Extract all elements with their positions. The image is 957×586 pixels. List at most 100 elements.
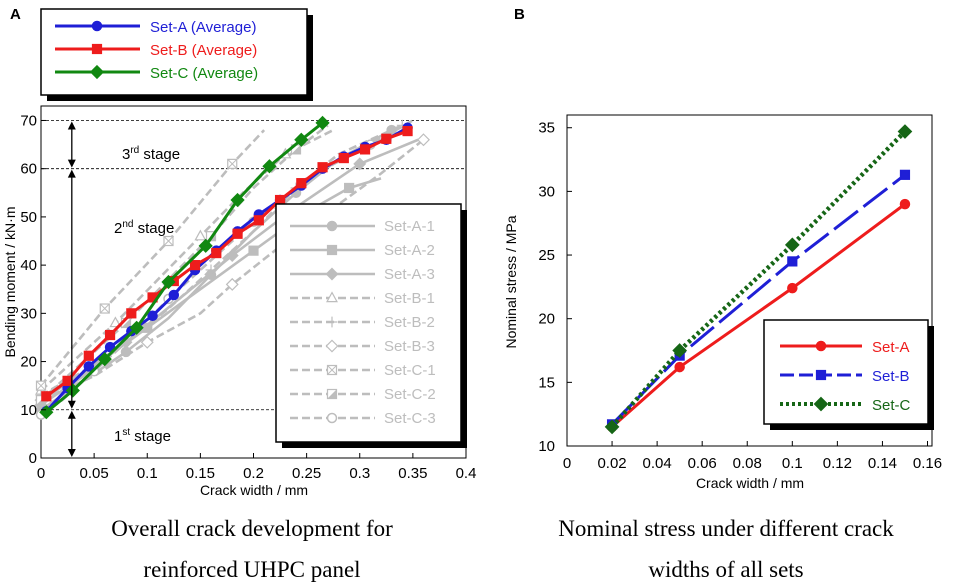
y-tick-label: 60 <box>20 161 37 178</box>
individual-legend-set-c-1: Set-C-1 <box>290 362 436 379</box>
point-set-c-average <box>230 192 245 208</box>
stage-1-label: 1st stage <box>114 427 171 445</box>
stage-1-arrow-head-top <box>67 410 76 419</box>
point-set-c-1-cross <box>163 236 174 246</box>
panel-a-x-axis-title: Crack width / mm <box>200 482 308 498</box>
caption-b-line1: Nominal stress under different crack <box>558 516 894 541</box>
x-tick-label: 0.14 <box>868 455 897 472</box>
point-set-c-average <box>294 132 309 147</box>
point-set-b-3 <box>225 277 239 291</box>
point-set-c-2-fill <box>121 318 131 328</box>
legend-marker <box>91 43 103 55</box>
stage-3-arrow-head-bottom <box>67 159 76 168</box>
legend-set-b: Set-B <box>780 368 910 385</box>
line-set-c-1 <box>39 129 266 387</box>
point-set-b-average <box>338 152 349 164</box>
caption-a-line2: reinforced UHPC panel <box>143 557 360 582</box>
x-tick-label: 0.02 <box>597 455 626 472</box>
point-set-b-average <box>41 391 52 402</box>
legend-label: Set-A-2 <box>384 242 435 259</box>
legend-marker <box>813 396 829 412</box>
point-set-b-average <box>274 194 286 206</box>
point-set-a-2 <box>248 245 259 256</box>
point-set-a-average <box>147 310 158 322</box>
stage-3-arrow-head-top <box>67 121 76 130</box>
panel-b-x-ticks: 0 0.02 0.04 0.06 0.08 0.1 0.12 0.14 0.16 <box>563 441 942 472</box>
y-tick-label: 10 <box>20 402 37 419</box>
point-set-c <box>604 419 620 435</box>
legend-set-c: Set-C <box>780 396 911 414</box>
point-set-a-average <box>168 289 180 301</box>
point-set-c <box>897 124 913 139</box>
x-tick-label: 0.35 <box>398 465 427 482</box>
x-tick-label: 0.4 <box>456 465 477 482</box>
point-set-b-3 <box>140 335 154 349</box>
caption-a-line1: Overall crack development for <box>111 516 393 541</box>
series-set-a <box>606 198 911 433</box>
point-set-a <box>787 282 798 294</box>
panel-a-chart: 0 0.05 0.1 0.15 0.2 0.25 0.3 0.35 0.4 0 10 20 30 40 5… <box>2 105 477 498</box>
panel-b-chart: 0 0.02 0.04 0.06 0.08 0.1 0.12 0.14 0.16 10 15 20 2… <box>503 114 942 491</box>
point-set-b-average <box>253 215 264 226</box>
legend-marker <box>815 340 827 352</box>
point-set-b-average <box>62 375 73 386</box>
stage-3-label: 3rd stage <box>122 145 180 163</box>
legend-label: Set-C <box>872 397 911 414</box>
point-set-b-average <box>189 260 201 271</box>
legend-marker-cross <box>327 365 337 375</box>
individual-legend-set-b-2: Set-B-2 <box>290 314 435 331</box>
y-tick-label: 15 <box>538 374 555 391</box>
point-set-a-2 <box>344 182 355 194</box>
point-set-a <box>899 198 911 210</box>
x-tick-label: 0.04 <box>643 455 672 472</box>
stage-2-label: 2nd stage <box>114 219 174 237</box>
legend-label: Set-C-3 <box>384 410 436 427</box>
series-set-c <box>604 124 913 435</box>
individual-legend-set-a-2: Set-A-2 <box>290 242 435 259</box>
stage-1-arrow-head-bottom <box>67 449 76 457</box>
series-set-c-average <box>39 115 330 420</box>
average-legend-set-a: Set-A (Average) <box>55 19 256 36</box>
legend-set-a: Set-A <box>780 339 910 356</box>
panel-b-letter: B <box>514 6 525 23</box>
legend-marker <box>89 64 105 80</box>
point-set-b-1 <box>194 229 207 241</box>
y-tick-label: 70 <box>20 112 37 129</box>
point-set-b-average <box>381 133 392 144</box>
x-tick-label: 0.05 <box>80 465 109 482</box>
x-tick-label: 0.1 <box>782 455 803 472</box>
stage-arrows <box>67 121 76 457</box>
individual-legend-set-b-1: Set-B-1 <box>290 290 435 307</box>
point-set-b <box>899 169 911 180</box>
point-set-b-average <box>83 350 94 361</box>
individual-legend-set-a-3: Set-A-3 <box>290 266 435 283</box>
panel-b-series <box>604 124 913 435</box>
average-series <box>39 115 413 420</box>
x-tick-label: 0.12 <box>823 455 852 472</box>
legend-label: Set-B <box>872 368 910 385</box>
individual-legend-set-a-1: Set-A-1 <box>290 218 435 235</box>
x-tick-label: 0 <box>37 465 45 482</box>
legend-label: Set-A <box>872 339 910 356</box>
x-tick-label: 0.16 <box>913 455 942 472</box>
line-set-b-3 <box>40 138 425 402</box>
panel-a-letter: A <box>10 6 21 23</box>
y-tick-label: 20 <box>20 354 37 371</box>
legend-marker <box>325 339 339 353</box>
point-set-a <box>674 361 685 373</box>
caption-b-line2: widths of all sets <box>648 557 803 582</box>
point-set-b-average <box>317 162 328 173</box>
point-set-c <box>672 343 688 358</box>
average-legend-set-c: Set-C (Average) <box>55 64 258 82</box>
legend-label: Set-C (Average) <box>150 65 258 82</box>
line-set-c <box>610 129 907 429</box>
average-legend-set-b: Set-B (Average) <box>55 42 257 59</box>
panel-a-y-ticks: 0 10 20 30 40 50 60 70 <box>20 112 46 467</box>
point-set-c-average <box>161 274 176 290</box>
point-set-c-2-fill <box>291 144 301 154</box>
legend-marker <box>326 412 338 424</box>
point-set-c-1-cross <box>227 159 238 169</box>
point-set-b <box>787 256 798 267</box>
legend-label: Set-A-3 <box>384 266 435 283</box>
point-set-c-average <box>129 320 144 335</box>
